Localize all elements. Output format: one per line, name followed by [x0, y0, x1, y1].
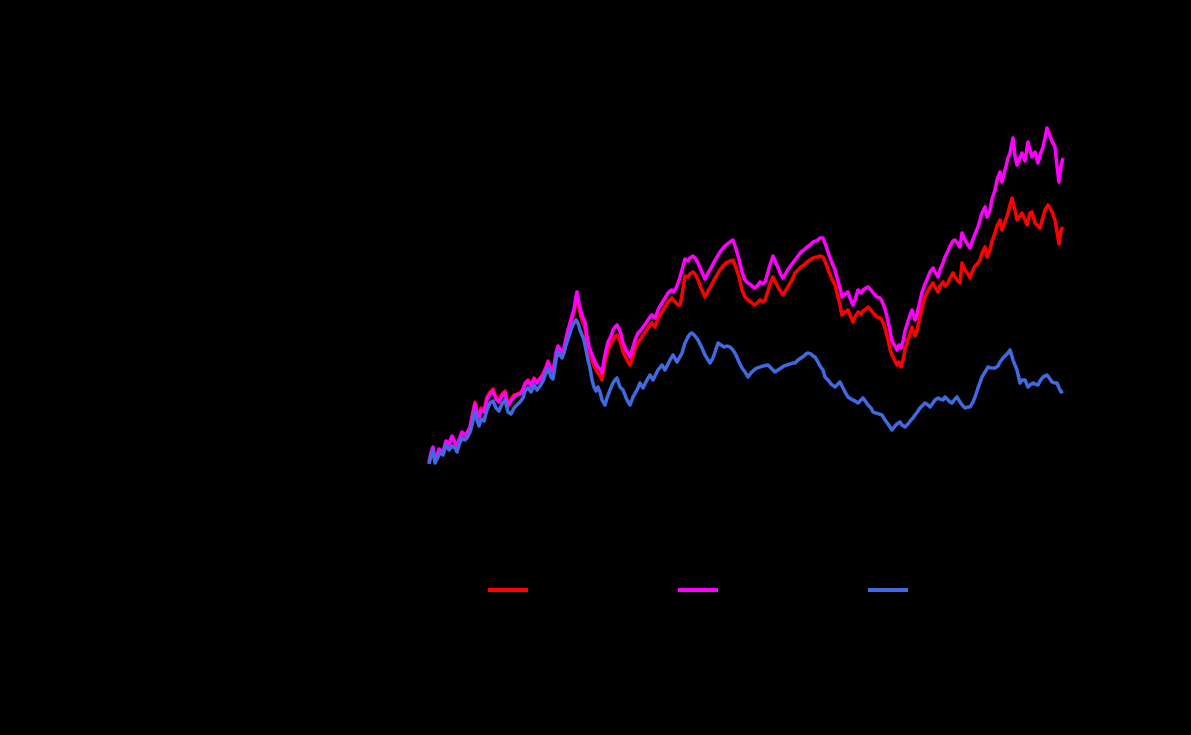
chart-series-lines	[427, 126, 1065, 465]
series-line-magenta	[427, 126, 1065, 463]
series-line-blue	[427, 318, 1064, 465]
